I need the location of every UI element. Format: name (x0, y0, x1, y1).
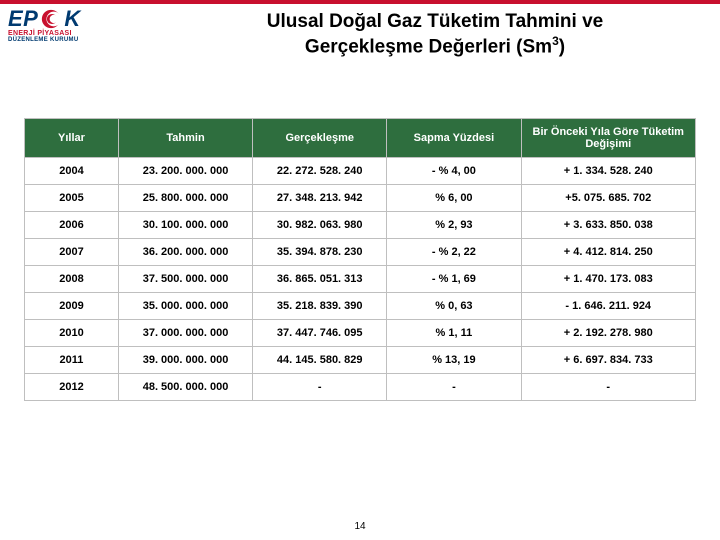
table-cell: 27. 348. 213. 942 (253, 185, 387, 212)
table-cell: + 3. 633. 850. 038 (521, 212, 696, 239)
page-title: Ulusal Doğal Gaz Tüketim Tahmini ve Gerç… (170, 10, 700, 59)
table-row: 201139. 000. 000. 00044. 145. 580. 829% … (25, 347, 696, 374)
col-estimate: Tahmin (118, 119, 252, 158)
logo-abbr-row: EP K (8, 6, 158, 32)
table-cell: % 0, 63 (387, 293, 521, 320)
table-cell: 2009 (25, 293, 119, 320)
table-cell: % 6, 00 (387, 185, 521, 212)
table-row: 200525. 800. 000. 00027. 348. 213. 942% … (25, 185, 696, 212)
table-cell: 2011 (25, 347, 119, 374)
table-cell: 2007 (25, 239, 119, 266)
table-cell: 44. 145. 580. 829 (253, 347, 387, 374)
table-cell: - % 1, 69 (387, 266, 521, 293)
logo-line2: DÜZENLEME KURUMU (8, 37, 158, 43)
table-cell: 35. 218. 839. 390 (253, 293, 387, 320)
logo-abbr-ep: EP (8, 6, 38, 32)
table-cell: + 2. 192. 278. 980 (521, 320, 696, 347)
table-cell: + 1. 334. 528. 240 (521, 158, 696, 185)
table-header-row: Yıllar Tahmin Gerçekleşme Sapma Yüzdesi … (25, 119, 696, 158)
table-cell: 37. 500. 000. 000 (118, 266, 252, 293)
table-cell: 2010 (25, 320, 119, 347)
table-cell: 2012 (25, 374, 119, 401)
table-row: 200736. 200. 000. 00035. 394. 878. 230- … (25, 239, 696, 266)
table-cell: % 1, 11 (387, 320, 521, 347)
table-cell: + 1. 470. 173. 083 (521, 266, 696, 293)
crescent-icon (40, 8, 62, 30)
logo-abbr-k: K (64, 6, 80, 32)
table-cell: +5. 075. 685. 702 (521, 185, 696, 212)
table-cell: - (387, 374, 521, 401)
table-cell: 36. 865. 051. 313 (253, 266, 387, 293)
table-head: Yıllar Tahmin Gerçekleşme Sapma Yüzdesi … (25, 119, 696, 158)
epdk-logo: EP K ENERJİ PİYASASI DÜZENLEME KURUMU (8, 6, 158, 43)
table-cell: + 4. 412. 814. 250 (521, 239, 696, 266)
col-deviation: Sapma Yüzdesi (387, 119, 521, 158)
table-cell: - (253, 374, 387, 401)
table-cell: - % 4, 00 (387, 158, 521, 185)
logo-line1: ENERJİ PİYASASI (8, 30, 158, 37)
table-cell: 35. 394. 878. 230 (253, 239, 387, 266)
consumption-table: Yıllar Tahmin Gerçekleşme Sapma Yüzdesi … (24, 118, 696, 401)
table-cell: 30. 100. 000. 000 (118, 212, 252, 239)
title-line2b: ) (559, 36, 565, 57)
table-row: 200837. 500. 000. 00036. 865. 051. 313- … (25, 266, 696, 293)
slide-page: EP K ENERJİ PİYASASI DÜZENLEME KURUMU Ul… (0, 0, 720, 540)
col-change: Bir Önceki Yıla Göre Tüketim Değişimi (521, 119, 696, 158)
table-cell: 48. 500. 000. 000 (118, 374, 252, 401)
table-cell: 2005 (25, 185, 119, 212)
table-cell: - (521, 374, 696, 401)
table-row: 201248. 500. 000. 000--- (25, 374, 696, 401)
title-line1: Ulusal Doğal Gaz Tüketim Tahmini ve (267, 11, 603, 32)
table-cell: 37. 000. 000. 000 (118, 320, 252, 347)
table-cell: 2006 (25, 212, 119, 239)
table-cell: 30. 982. 063. 980 (253, 212, 387, 239)
table-cell: 23. 200. 000. 000 (118, 158, 252, 185)
table-cell: 35. 000. 000. 000 (118, 293, 252, 320)
col-years: Yıllar (25, 119, 119, 158)
table-row: 200423. 200. 000. 00022. 272. 528. 240- … (25, 158, 696, 185)
table-row: 200630. 100. 000. 00030. 982. 063. 980% … (25, 212, 696, 239)
page-number: 14 (0, 521, 720, 532)
table-cell: - % 2, 22 (387, 239, 521, 266)
table-cell: % 2, 93 (387, 212, 521, 239)
table-body: 200423. 200. 000. 00022. 272. 528. 240- … (25, 158, 696, 401)
table-cell: - 1. 646. 211. 924 (521, 293, 696, 320)
title-sup: 3 (552, 34, 559, 48)
table-cell: 39. 000. 000. 000 (118, 347, 252, 374)
table-cell: 36. 200. 000. 000 (118, 239, 252, 266)
table-cell: 2004 (25, 158, 119, 185)
table-cell: 37. 447. 746. 095 (253, 320, 387, 347)
table-cell: 22. 272. 528. 240 (253, 158, 387, 185)
title-line2a: Gerçekleşme Değerleri (Sm (305, 36, 552, 57)
table-cell: % 13, 19 (387, 347, 521, 374)
table-cell: 2008 (25, 266, 119, 293)
table-row: 201037. 000. 000. 00037. 447. 746. 095% … (25, 320, 696, 347)
table-cell: 25. 800. 000. 000 (118, 185, 252, 212)
table-cell: + 6. 697. 834. 733 (521, 347, 696, 374)
col-actual: Gerçekleşme (253, 119, 387, 158)
table-row: 200935. 000. 000. 00035. 218. 839. 390% … (25, 293, 696, 320)
top-red-bar (0, 0, 720, 4)
